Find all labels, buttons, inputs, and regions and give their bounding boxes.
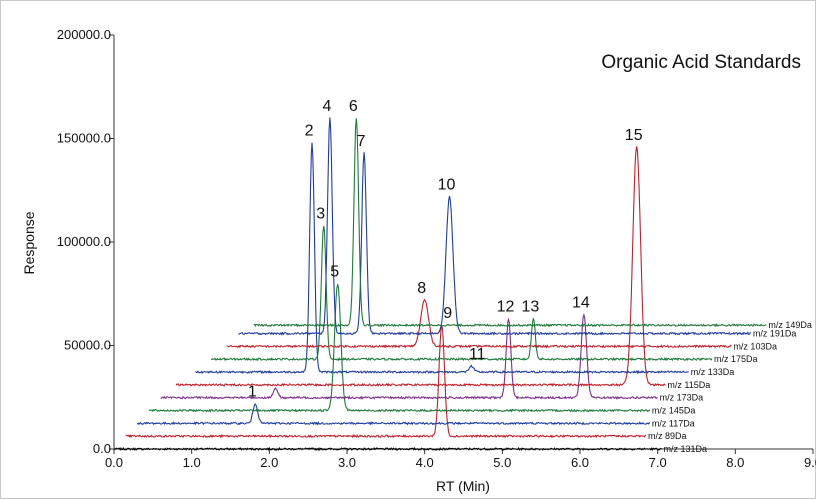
x-tick-label: 4.0 [416,455,434,470]
trace-label: m/z 115Da [667,380,710,390]
y-tick-label: 0.0 [93,441,111,456]
trace-line [137,404,650,424]
trace-label: m/z 145Da [652,405,696,415]
axes: 0.0 1.0 2.0 3.0 4.0 5.0 6.0 7.0 8.0 9.0 0.0 50000.0… [57,27,816,470]
trace-label: m/z 131Da [664,444,708,454]
x-tick-label: 0.0 [105,455,123,470]
y-tick-label: 150000.0 [57,131,111,146]
trace-label: m/z 175Da [714,354,758,364]
trace-line [211,226,712,360]
x-tick-label: 6.0 [571,455,589,470]
peak-label: 3 [316,205,325,222]
peak-label: 7 [357,133,366,150]
x-tick-label: 7.0 [649,455,667,470]
y-tick-label: 50000.0 [64,338,111,353]
peak-label: 6 [349,98,358,115]
peak-label: 2 [305,123,314,140]
trace-label: m/z 133Da [691,367,735,377]
trace-line [126,325,646,437]
trace-line [176,146,665,385]
peak-label: 13 [522,299,540,316]
trace-label: m/z 173Da [660,393,704,403]
peak-label: 12 [497,299,515,316]
peak-label: 10 [438,176,456,193]
chart-title: Organic Acid Standards [601,52,801,73]
peak-label: 1 [248,383,257,400]
peak-label: 11 [469,346,486,363]
trace-labels: m/z 131Da m/z 89Da m/z 117Da m/z 145Da m/z 1… [648,320,812,454]
peak-label: 15 [625,127,643,144]
peak-label: 9 [443,305,452,322]
trace-label: m/z 103Da [733,341,777,351]
peak-label: 4 [322,98,331,115]
x-tick-label: 3.0 [338,455,356,470]
x-tick-label: 2.0 [260,455,278,470]
trace-label: m/z 149Da [768,320,812,330]
x-tick-label: 8.0 [726,455,744,470]
trace-label: m/z 89Da [648,431,687,441]
y-tick-label: 200000.0 [57,27,111,42]
x-tick-label: 9.0 [804,455,816,470]
trace-line [227,300,732,348]
y-tick-label: 100000.0 [57,234,111,249]
peak-label: 8 [417,280,426,297]
peak-label: 5 [330,263,339,280]
trace-line [114,448,662,450]
x-tick-label: 1.0 [183,455,201,470]
x-tick-label: 5.0 [493,455,511,470]
y-axis-title: Response [21,211,37,274]
peak-label: 14 [572,294,590,311]
trace-label: m/z 117Da [652,418,695,428]
x-axis-title: RT (Min) [436,478,490,494]
